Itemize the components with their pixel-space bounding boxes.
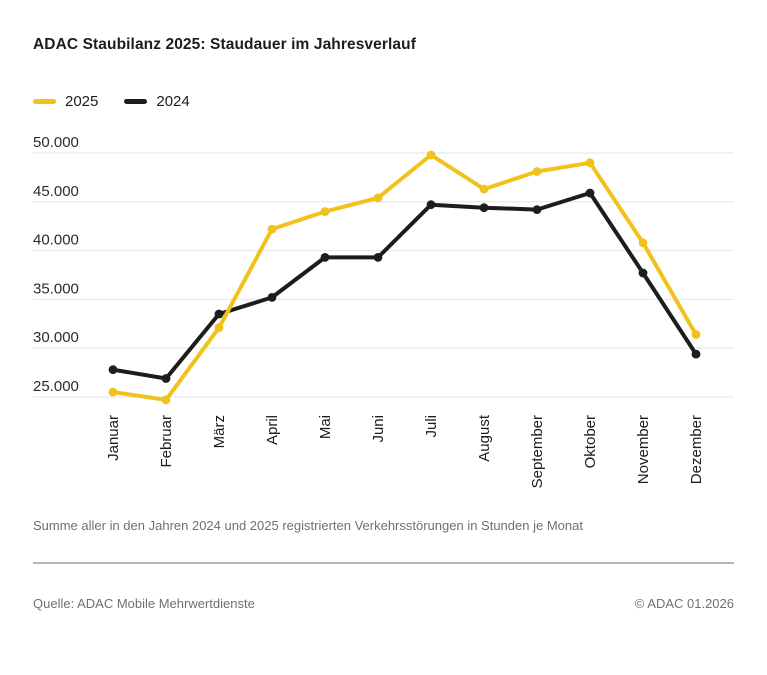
x-tick-label: Januar: [105, 415, 122, 461]
line-chart: 25.000 30.000 35.000 40.000 45.000 50.000 Janu…: [0, 130, 767, 510]
data-point-2024: [532, 205, 542, 214]
x-tick-label: August: [476, 414, 493, 462]
legend-item-2024: 2024: [124, 93, 190, 110]
x-tick-label: Oktober: [582, 415, 599, 468]
legend-label-2025: 2025: [65, 93, 99, 110]
data-point-2024: [161, 374, 171, 383]
data-point-2025: [267, 224, 277, 234]
series-line-2024: [111, 191, 698, 381]
x-tick-label: Juni: [370, 415, 387, 443]
x-tick-label: April: [264, 415, 281, 445]
data-point-2024: [320, 253, 330, 262]
footer: Quelle: ADAC Mobile Mehrwertdienste © AD…: [33, 596, 734, 611]
data-point-2025: [532, 167, 542, 176]
data-point-2024: [426, 200, 436, 210]
x-tick-label: Juli: [423, 415, 440, 438]
x-tick-label: März: [211, 415, 228, 448]
chart-title: ADAC Staubilanz 2025: Staudauer im Jahre…: [33, 36, 416, 53]
data-point-2025: [479, 184, 489, 194]
y-tick-label: 50.000: [33, 134, 79, 151]
chart-description: Summe aller in den Jahren 2024 und 2025 …: [33, 518, 583, 533]
y-tick-label: 30.000: [33, 329, 79, 346]
chart-legend: 2025 2024: [33, 93, 190, 110]
x-tick-label: November: [635, 415, 652, 484]
data-point-2024: [373, 253, 383, 262]
x-tick-label: Mai: [317, 415, 334, 439]
data-point-2025: [108, 387, 118, 397]
footer-divider: [33, 562, 734, 564]
data-point-2025: [320, 207, 330, 216]
x-tick-label: Februar: [158, 415, 175, 468]
data-point-2024: [214, 309, 224, 319]
x-tick-label: September: [529, 415, 546, 488]
data-point-2025: [638, 238, 648, 248]
data-point-2025: [214, 323, 224, 333]
data-point-2025: [691, 330, 701, 339]
data-point-2024: [479, 203, 489, 213]
source-text: Quelle: ADAC Mobile Mehrwertdienste: [33, 596, 255, 611]
y-tick-label: 45.000: [33, 183, 79, 200]
data-point-2024: [585, 188, 595, 198]
data-point-2025: [161, 395, 171, 405]
line-chart-canvas: 25.000 30.000 35.000 40.000 45.000 50.000 Janu…: [33, 134, 734, 488]
data-point-2025: [585, 158, 595, 168]
legend-swatch-2025-icon: [33, 99, 56, 104]
legend-swatch-2024-icon: [124, 99, 148, 104]
data-point-2025: [426, 150, 436, 160]
data-point-2024: [638, 268, 648, 278]
data-point-2024: [691, 349, 701, 359]
y-tick-label: 25.000: [33, 378, 79, 395]
data-point-2024: [267, 293, 277, 302]
y-tick-label: 40.000: [33, 232, 79, 249]
data-point-2024: [108, 365, 118, 375]
y-tick-label: 35.000: [33, 280, 79, 297]
data-point-2025: [373, 193, 383, 203]
x-tick-label: Dezember: [688, 415, 705, 484]
legend-item-2025: 2025: [33, 93, 98, 110]
copyright-text: © ADAC 01.2026: [634, 596, 734, 611]
series-line-2025: [111, 153, 698, 402]
legend-label-2024: 2024: [156, 93, 190, 110]
